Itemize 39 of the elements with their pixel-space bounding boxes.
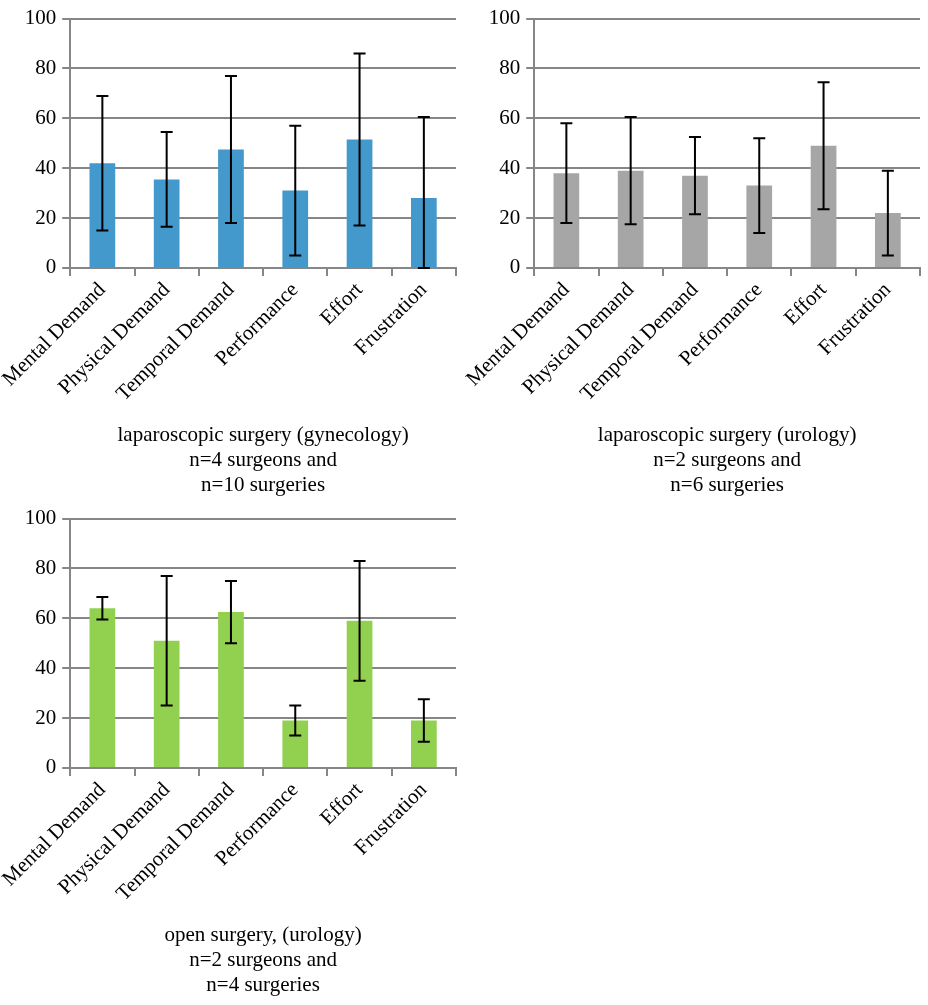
y-tick-label: 80	[35, 554, 57, 579]
bar	[410, 198, 437, 267]
bar	[810, 145, 837, 267]
bar	[153, 640, 180, 767]
bar	[553, 173, 580, 267]
x-axis-title: laparoscopic surgery (urology) n=2 surgeons and n=6 surgeries	[597, 421, 857, 496]
x-axis-title: laparoscopic surgery (gynecology) n=4 surgeons and n=10 surgeries	[117, 421, 409, 496]
y-tick-label: 20	[35, 704, 57, 729]
bar	[346, 620, 373, 767]
y-tick-label: 0	[45, 754, 57, 779]
bar	[617, 170, 644, 267]
y-tick-label: 60	[499, 104, 521, 129]
y-tick-label: 60	[35, 604, 57, 629]
bar	[153, 179, 180, 267]
bar	[282, 720, 309, 767]
y-tick-label: 100	[488, 5, 521, 30]
bar	[410, 720, 437, 767]
y-tick-label: 40	[35, 154, 57, 179]
y-tick-label: 80	[35, 54, 57, 79]
bar	[218, 149, 244, 267]
y-tick-label: 20	[499, 204, 521, 229]
bar	[682, 175, 708, 267]
y-tick-label: 0	[509, 254, 521, 279]
bar	[746, 185, 773, 267]
bar	[89, 163, 116, 267]
y-tick-label: 100	[24, 5, 57, 30]
bar	[874, 213, 901, 267]
bar	[282, 190, 309, 267]
y-tick-label: 80	[499, 54, 521, 79]
y-tick-label: 40	[35, 654, 57, 679]
bar	[346, 139, 373, 267]
y-tick-label: 20	[35, 204, 57, 229]
y-tick-label: 0	[45, 254, 57, 279]
y-tick-label: 40	[499, 154, 521, 179]
y-tick-label: 60	[35, 104, 57, 129]
bar	[89, 608, 116, 767]
bar	[218, 612, 244, 767]
y-tick-label: 100	[24, 505, 57, 530]
x-axis-title: open surgery, (urology) n=2 surgeons and n=4 surgeries	[164, 921, 362, 996]
